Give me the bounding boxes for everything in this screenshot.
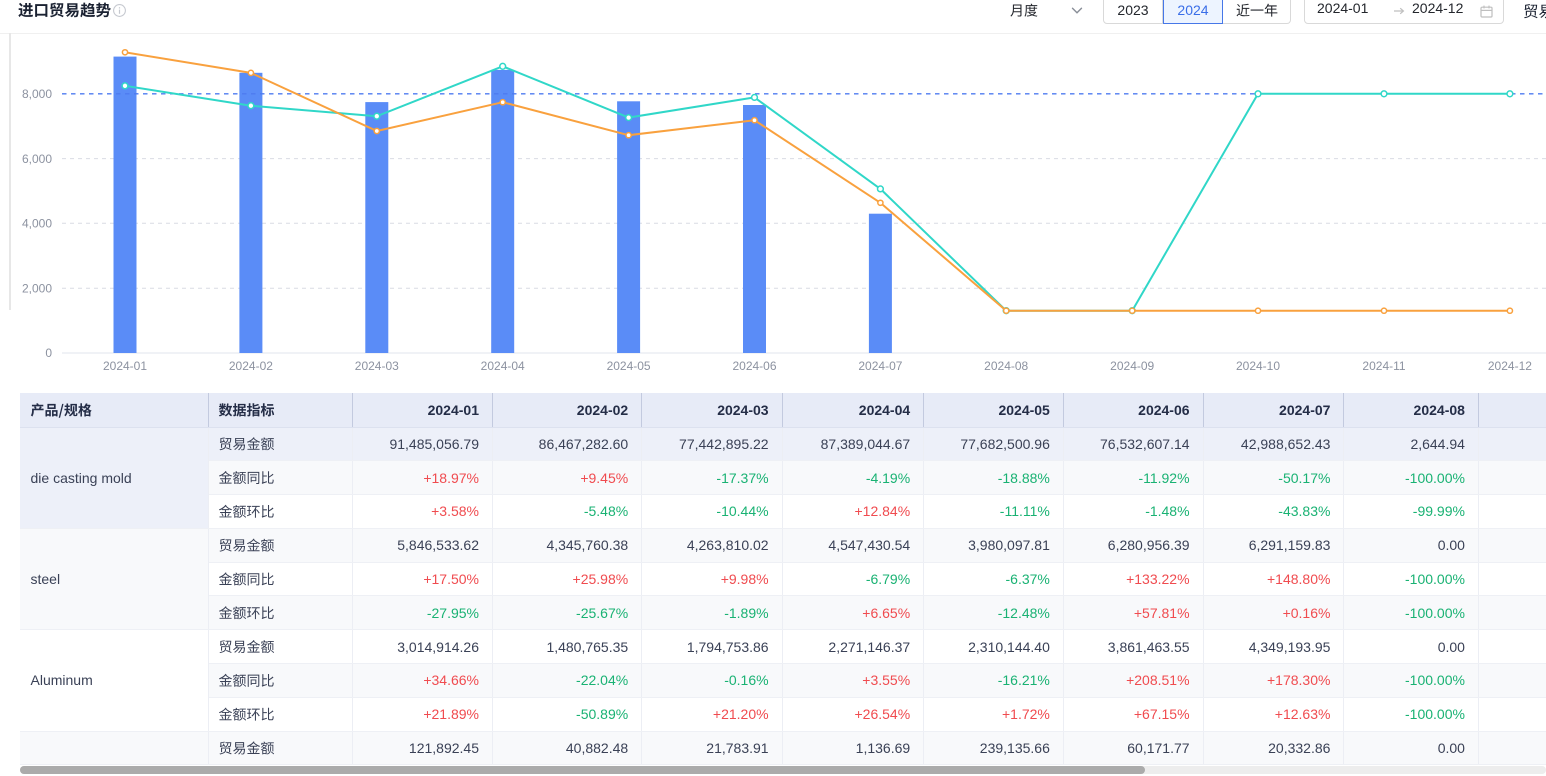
svg-text:2024-12: 2024-12 [1488,359,1532,373]
svg-text:0: 0 [45,346,52,360]
svg-text:2024-03: 2024-03 [355,359,399,373]
svg-text:2024-07: 2024-07 [858,359,902,373]
svg-text:2024-01: 2024-01 [103,359,147,373]
svg-text:2024-11: 2024-11 [1362,359,1405,373]
svg-text:2024-06: 2024-06 [732,359,776,373]
svg-text:2024-08: 2024-08 [984,359,1028,373]
svg-text:2024-09: 2024-09 [1110,359,1154,373]
svg-text:4,000: 4,000 [22,217,52,231]
svg-text:8,000: 8,000 [22,87,52,101]
svg-text:2024-04: 2024-04 [481,359,525,373]
svg-text:2024-10: 2024-10 [1236,359,1280,373]
svg-text:6,000: 6,000 [22,152,52,166]
svg-text:2024-02: 2024-02 [229,359,273,373]
svg-text:2024-05: 2024-05 [607,359,651,373]
svg-text:2,000: 2,000 [22,281,52,295]
